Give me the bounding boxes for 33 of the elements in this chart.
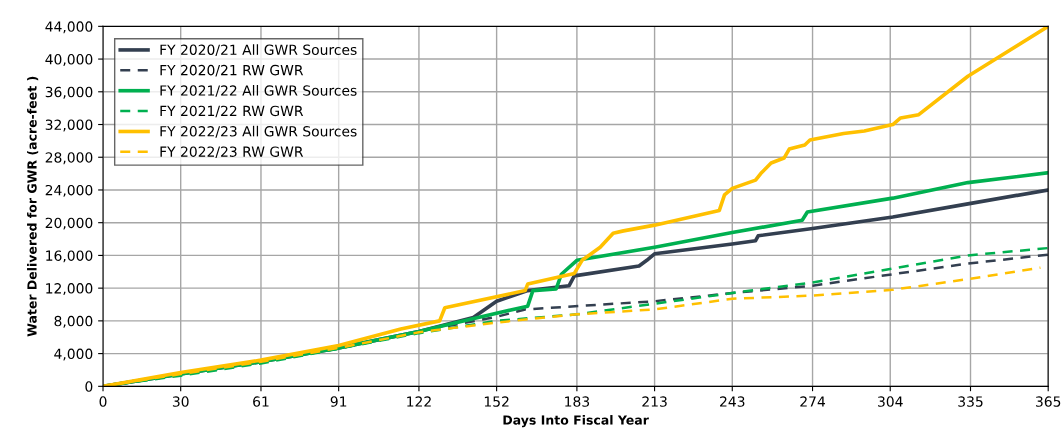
y-tick-label: 20,000 xyxy=(45,217,93,230)
legend-label: FY 2020/21 RW GWR xyxy=(160,64,304,77)
x-tick-label: 122 xyxy=(407,396,431,407)
y-tick-label: 24,000 xyxy=(45,184,93,197)
x-tick-label: 213 xyxy=(642,396,667,407)
y-tick-label: 0 xyxy=(85,381,93,392)
y-tick-label: 4,000 xyxy=(54,348,93,361)
x-tick-label: 152 xyxy=(484,396,509,407)
x-tick-label: 183 xyxy=(565,396,590,407)
y-tick-label: 40,000 xyxy=(45,54,93,66)
legend-label: FY 2021/22 RW GWR xyxy=(160,105,304,118)
legend-label: FY 2021/22 All GWR Sources xyxy=(160,85,357,97)
legend-label: FY 2022/23 RW GWR xyxy=(160,146,304,159)
x-tick-label: 335 xyxy=(958,396,983,407)
x-tick-label: 304 xyxy=(878,396,903,407)
x-tick-label: 0 xyxy=(99,396,107,407)
x-tick-label: 91 xyxy=(330,396,347,407)
y-tick-label: 28,000 xyxy=(45,152,93,165)
x-tick-label: 274 xyxy=(800,396,826,407)
x-axis-title: Days Into Fiscal Year xyxy=(503,415,649,428)
legend-label: FY 2020/21 All GWR Sources xyxy=(160,44,357,57)
y-tick-label: 36,000 xyxy=(45,86,93,99)
legend-label: FY 2022/23 All GWR Sources xyxy=(160,125,357,138)
x-tick-label: 61 xyxy=(253,396,269,407)
x-tick-label: 365 xyxy=(1036,396,1061,407)
y-tick-label: 16,000 xyxy=(46,250,93,263)
y-tick-label: 44,000 xyxy=(45,21,93,34)
x-tick-label: 243 xyxy=(720,396,745,407)
x-tick-label: 30 xyxy=(172,396,189,407)
y-axis-title: Water Delivered for GWR (acre-feet ) xyxy=(27,76,39,337)
y-tick-label: 32,000 xyxy=(45,119,93,132)
y-tick-label: 12,000 xyxy=(46,283,93,296)
y-tick-label: 8,000 xyxy=(54,315,93,328)
